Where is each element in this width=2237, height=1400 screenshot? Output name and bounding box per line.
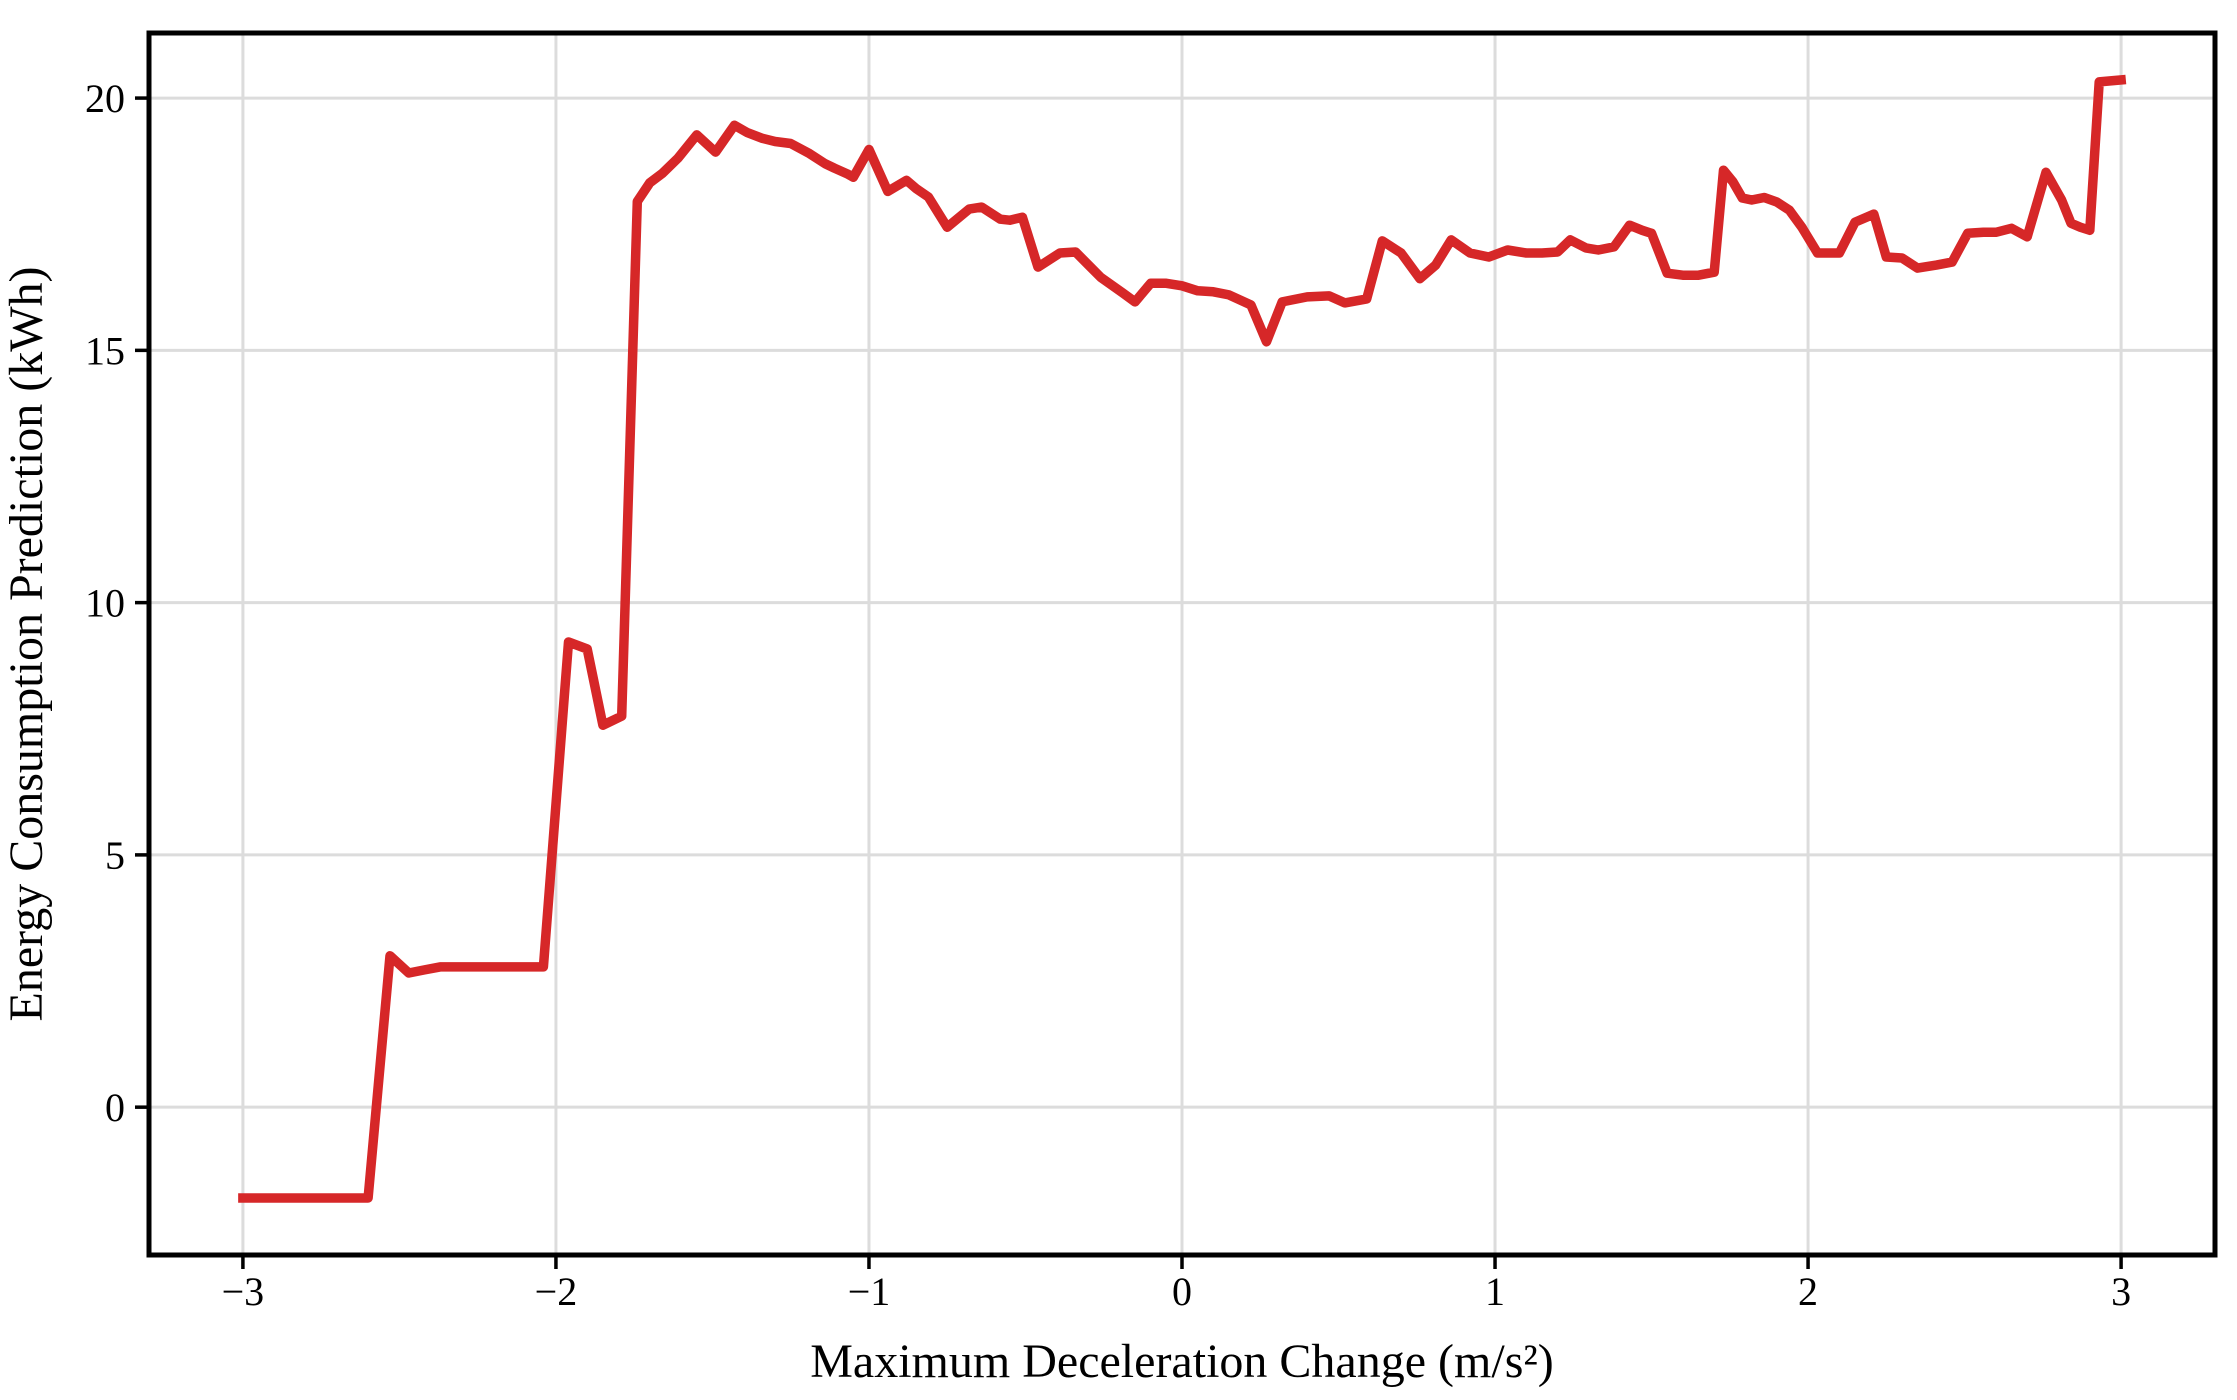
y-axis-label: Energy Consumption Prediction (kWh) bbox=[0, 266, 53, 1021]
data-series bbox=[238, 74, 2127, 1203]
x-tick-label: 1 bbox=[1485, 1269, 1505, 1314]
x-axis-label: Maximum Deceleration Change (m/s²) bbox=[810, 1335, 1554, 1388]
y-tick-label: 0 bbox=[105, 1085, 125, 1130]
y-tick-label: 15 bbox=[85, 328, 125, 373]
x-tick-label: 0 bbox=[1172, 1269, 1192, 1314]
x-tick-label: 2 bbox=[1798, 1269, 1818, 1314]
x-tick-labels: −3 −2 −1 0 1 2 3 bbox=[222, 1269, 2131, 1314]
x-tick-label: 3 bbox=[2111, 1269, 2131, 1314]
axis-ticks bbox=[135, 96, 2123, 1269]
y-tick-label: 10 bbox=[85, 581, 125, 626]
x-tick-label: −2 bbox=[535, 1269, 578, 1314]
data-line-series bbox=[238, 74, 2127, 1203]
y-tick-label: 5 bbox=[105, 833, 125, 878]
x-tick-label: −3 bbox=[222, 1269, 265, 1314]
gridlines bbox=[149, 33, 2215, 1255]
y-tick-labels: 0 5 10 15 20 bbox=[85, 76, 125, 1130]
y-tick-label: 20 bbox=[85, 76, 125, 121]
x-tick-label: −1 bbox=[848, 1269, 891, 1314]
